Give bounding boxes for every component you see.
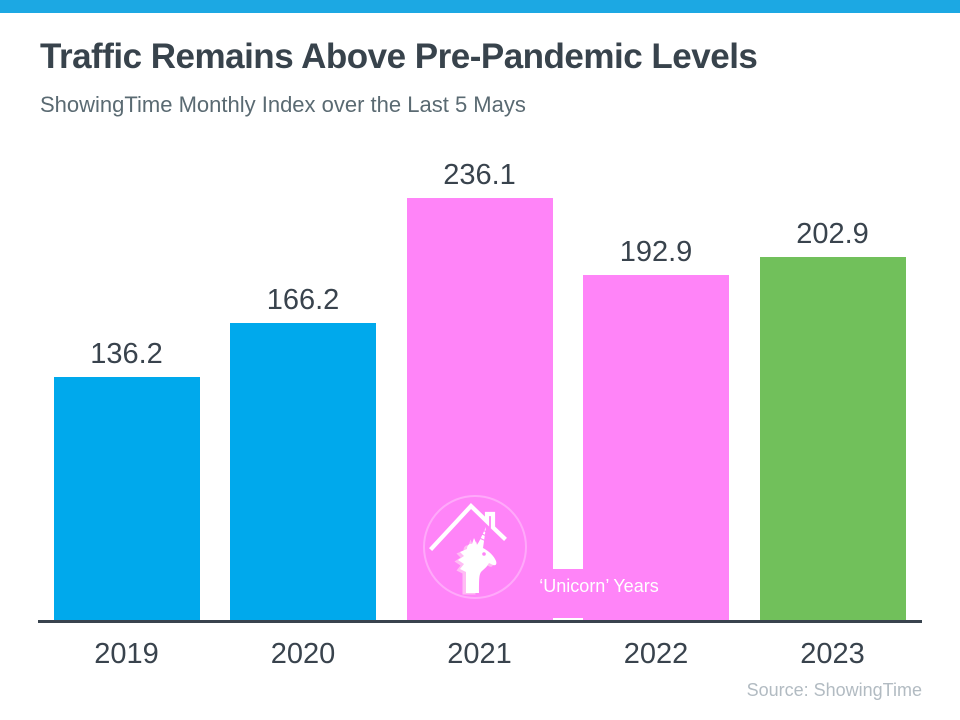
year-label-2021: 2021 (447, 638, 512, 670)
bar-2019 (53, 376, 200, 620)
house-roof-icon (429, 502, 507, 551)
unicorn-eye (482, 552, 486, 556)
bar-value-label: 136.2 (90, 337, 163, 370)
year-label-2019: 2019 (94, 638, 159, 670)
icon-circle-outline (423, 495, 527, 599)
source-credit: Source: ShowingTime (746, 680, 922, 700)
unicorn-years-label: ‘Unicorn’ Years (539, 576, 659, 596)
bar-value-label: 166.2 (266, 284, 340, 316)
chart-title: Traffic Remains Above Pre-Pandemic Level… (40, 37, 758, 76)
unicorn-head-icon (458, 538, 497, 593)
bar-value-label: 202.9 (796, 218, 869, 251)
bar-2023 (759, 257, 906, 620)
unicorn-years-banner: ‘Unicorn’ Years (528, 569, 670, 618)
year-label-2020: 2020 (270, 638, 336, 670)
bar-2022 (583, 275, 729, 620)
unicorn-horn-icon (478, 527, 486, 548)
year-label-2023: 2023 (800, 638, 865, 670)
bar-value-label: 192.9 (619, 236, 693, 269)
chart-subtitle: ShowingTime Monthly Index over the Last … (40, 92, 526, 117)
unicorn-house-icon (423, 495, 527, 599)
bar-2020 (230, 323, 376, 620)
horn-hatch-lines (480, 529, 487, 542)
top-accent-strip (0, 0, 960, 13)
x-axis-line (38, 620, 922, 623)
year-label-2022: 2022 (623, 638, 689, 670)
bar-value-label: 236.1 (443, 159, 516, 192)
